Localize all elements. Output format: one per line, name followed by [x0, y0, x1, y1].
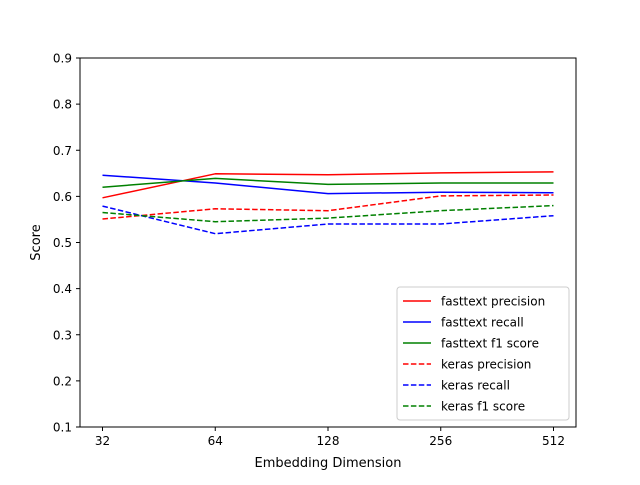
series-line-keras-f1-score: [102, 204, 554, 223]
y-tick-label: 0.6: [53, 190, 72, 204]
legend-label: fasttext f1 score: [441, 337, 539, 351]
y-tick-label: 0.7: [53, 144, 72, 158]
y-tick-label: 0.4: [53, 282, 72, 296]
x-tick-label: 512: [542, 434, 565, 448]
y-tick-label: 0.9: [53, 52, 72, 66]
x-tick-label: 64: [208, 434, 223, 448]
y-axis-label: Score: [29, 224, 44, 260]
series-line-fasttext-f1-score: [102, 177, 554, 188]
series-layer: [102, 171, 554, 235]
legend-box: [396, 286, 570, 421]
series-line-keras-recall: [102, 205, 554, 235]
x-tick-label: 256: [429, 434, 452, 448]
series-line-fasttext-recall: [102, 174, 554, 195]
legend-label: fasttext recall: [441, 316, 524, 330]
x-axis-label: Embedding Dimension: [255, 456, 402, 471]
legend: fasttext precision fasttext recall fasttex…: [396, 286, 570, 421]
y-tick-label: 0.3: [53, 328, 72, 342]
y-axis: 0.1 0.2 0.3 0.4 0.5 0.6 0.7 0.8 0.9: [53, 52, 80, 435]
y-tick-label: 0.2: [53, 374, 72, 388]
y-tick-label: 0.8: [53, 98, 72, 112]
x-axis: 32 64 128 256 512: [95, 427, 565, 448]
legend-label: keras recall: [441, 379, 510, 393]
series-line-keras-precision: [102, 194, 554, 220]
x-tick-label: 32: [95, 434, 110, 448]
y-tick-label: 0.5: [53, 236, 72, 250]
legend-label: keras f1 score: [441, 400, 525, 414]
y-tick-label: 0.1: [53, 421, 72, 435]
legend-label: fasttext precision: [441, 295, 545, 309]
x-tick-label: 128: [317, 434, 340, 448]
legend-label: keras precision: [441, 358, 531, 372]
